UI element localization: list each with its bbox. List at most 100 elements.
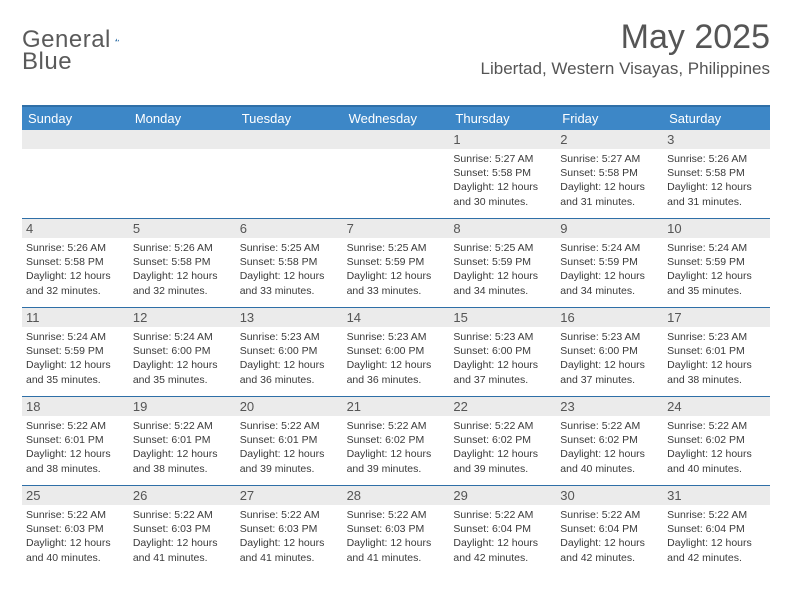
day-number: 9 <box>556 219 663 238</box>
daylight-line: Daylight: 12 hours and 33 minutes. <box>240 269 339 297</box>
sunrise-line: Sunrise: 5:22 AM <box>453 508 552 522</box>
sunset-line: Sunset: 5:59 PM <box>26 344 125 358</box>
sunrise-line: Sunrise: 5:22 AM <box>667 419 766 433</box>
sunset-line: Sunset: 6:02 PM <box>560 433 659 447</box>
day-cell: 11 Sunrise: 5:24 AMSunset: 5:59 PMDayligh… <box>22 308 129 396</box>
sunrise-line: Sunrise: 5:22 AM <box>560 508 659 522</box>
day-number: 6 <box>236 219 343 238</box>
day-cell: 26Sunrise: 5:22 AMSunset: 6:03 PMDayligh… <box>129 486 236 575</box>
sunset-line: Sunset: 5:58 PM <box>667 166 766 180</box>
day-info: Sunrise: 5:23 AMSunset: 6:00 PMDaylight:… <box>560 330 659 387</box>
empty-cell <box>129 130 236 218</box>
day-number <box>129 130 236 149</box>
day-number: 28 <box>343 486 450 505</box>
day-number: 13 <box>236 308 343 327</box>
dow-tuesday: Tuesday <box>236 107 343 130</box>
sunrise-line: Sunrise: 5:24 AM <box>26 330 125 344</box>
sunset-line: Sunset: 6:02 PM <box>453 433 552 447</box>
daylight-line: Daylight: 12 hours and 32 minutes. <box>26 269 125 297</box>
day-number: 20 <box>236 397 343 416</box>
day-info: Sunrise: 5:23 AMSunset: 6:00 PMDaylight:… <box>453 330 552 387</box>
sunset-line: Sunset: 5:58 PM <box>453 166 552 180</box>
week-row: 18Sunrise: 5:22 AMSunset: 6:01 PMDayligh… <box>22 397 770 486</box>
day-number: 7 <box>343 219 450 238</box>
sunrise-line: Sunrise: 5:22 AM <box>667 508 766 522</box>
dow-wednesday: Wednesday <box>343 107 450 130</box>
daylight-line: Daylight: 12 hours and 34 minutes. <box>453 269 552 297</box>
sunrise-line: Sunrise: 5:27 AM <box>453 152 552 166</box>
day-info: Sunrise: 5:26 AMSunset: 5:58 PMDaylight:… <box>667 152 766 209</box>
sunrise-line: Sunrise: 5:24 AM <box>667 241 766 255</box>
day-info: Sunrise: 5:27 AMSunset: 5:58 PMDaylight:… <box>453 152 552 209</box>
daylight-line: Daylight: 12 hours and 41 minutes. <box>347 536 446 564</box>
sunset-line: Sunset: 6:00 PM <box>240 344 339 358</box>
day-info: Sunrise: 5:22 AMSunset: 6:02 PMDaylight:… <box>560 419 659 476</box>
title-block: May 2025 Libertad, Western Visayas, Phil… <box>481 18 770 79</box>
day-number: 18 <box>22 397 129 416</box>
daylight-line: Daylight: 12 hours and 41 minutes. <box>133 536 232 564</box>
day-number: 15 <box>449 308 556 327</box>
sunset-line: Sunset: 6:00 PM <box>453 344 552 358</box>
day-info: Sunrise: 5:22 AMSunset: 6:01 PMDaylight:… <box>240 419 339 476</box>
day-cell: 10Sunrise: 5:24 AMSunset: 5:59 PMDayligh… <box>663 219 770 307</box>
day-cell: 2Sunrise: 5:27 AMSunset: 5:58 PMDaylight… <box>556 130 663 218</box>
daylight-line: Daylight: 12 hours and 35 minutes. <box>133 358 232 386</box>
day-info: Sunrise: 5:23 AMSunset: 6:00 PMDaylight:… <box>347 330 446 387</box>
day-info: Sunrise: 5:24 AMSunset: 5:59 PMDaylight:… <box>667 241 766 298</box>
daylight-line: Daylight: 12 hours and 37 minutes. <box>453 358 552 386</box>
week-row: 25Sunrise: 5:22 AMSunset: 6:03 PMDayligh… <box>22 486 770 575</box>
sunrise-line: Sunrise: 5:24 AM <box>560 241 659 255</box>
month-title: May 2025 <box>481 18 770 57</box>
daylight-line: Daylight: 12 hours and 30 minutes. <box>453 180 552 208</box>
day-info: Sunrise: 5:25 AMSunset: 5:58 PMDaylight:… <box>240 241 339 298</box>
day-cell: 1 Sunrise: 5:27 AMSunset: 5:58 PMDaylight… <box>449 130 556 218</box>
sunrise-line: Sunrise: 5:22 AM <box>453 419 552 433</box>
sunrise-line: Sunrise: 5:23 AM <box>347 330 446 344</box>
sunset-line: Sunset: 5:58 PM <box>240 255 339 269</box>
sunset-line: Sunset: 6:02 PM <box>347 433 446 447</box>
week-row: 4Sunrise: 5:26 AMSunset: 5:58 PMDaylight… <box>22 219 770 308</box>
daylight-line: Daylight: 12 hours and 40 minutes. <box>26 536 125 564</box>
sunset-line: Sunset: 6:03 PM <box>133 522 232 536</box>
day-info: Sunrise: 5:23 AMSunset: 6:01 PMDaylight:… <box>667 330 766 387</box>
day-cell: 7Sunrise: 5:25 AMSunset: 5:59 PMDaylight… <box>343 219 450 307</box>
day-info: Sunrise: 5:24 AMSunset: 5:59 PMDaylight:… <box>560 241 659 298</box>
daylight-line: Daylight: 12 hours and 31 minutes. <box>667 180 766 208</box>
daylight-line: Daylight: 12 hours and 31 minutes. <box>560 180 659 208</box>
day-cell: 9 Sunrise: 5:24 AMSunset: 5:59 PMDaylight… <box>556 219 663 307</box>
daylight-line: Daylight: 12 hours and 38 minutes. <box>26 447 125 475</box>
sunset-line: Sunset: 5:58 PM <box>560 166 659 180</box>
sunset-line: Sunset: 5:59 PM <box>347 255 446 269</box>
daylight-line: Daylight: 12 hours and 42 minutes. <box>667 536 766 564</box>
sunset-line: Sunset: 6:02 PM <box>667 433 766 447</box>
sunrise-line: Sunrise: 5:22 AM <box>240 419 339 433</box>
day-info: Sunrise: 5:22 AMSunset: 6:04 PMDaylight:… <box>560 508 659 565</box>
day-cell: 18Sunrise: 5:22 AMSunset: 6:01 PMDayligh… <box>22 397 129 485</box>
day-cell: 15 Sunrise: 5:23 AMSunset: 6:00 PMDayligh… <box>449 308 556 396</box>
sunrise-line: Sunrise: 5:22 AM <box>133 508 232 522</box>
day-info: Sunrise: 5:26 AMSunset: 5:58 PMDaylight:… <box>133 241 232 298</box>
day-cell: 6 Sunrise: 5:25 AMSunset: 5:58 PMDaylight… <box>236 219 343 307</box>
day-number: 30 <box>556 486 663 505</box>
daylight-line: Daylight: 12 hours and 33 minutes. <box>347 269 446 297</box>
day-number: 1 <box>449 130 556 149</box>
dow-monday: Monday <box>129 107 236 130</box>
empty-cell <box>236 130 343 218</box>
day-number: 11 <box>22 308 129 327</box>
daylight-line: Daylight: 12 hours and 35 minutes. <box>667 269 766 297</box>
day-info: Sunrise: 5:23 AMSunset: 6:00 PMDaylight:… <box>240 330 339 387</box>
day-cell: 23 Sunrise: 5:22 AMSunset: 6:02 PMDayligh… <box>556 397 663 485</box>
day-info: Sunrise: 5:22 AMSunset: 6:04 PMDaylight:… <box>453 508 552 565</box>
dow-sunday: Sunday <box>22 107 129 130</box>
sunrise-line: Sunrise: 5:23 AM <box>453 330 552 344</box>
weeks-container: 1Sunrise: 5:27 AMSunset: 5:58 PMDaylight… <box>22 130 770 575</box>
sunset-line: Sunset: 6:03 PM <box>347 522 446 536</box>
day-info: Sunrise: 5:22 AMSunset: 6:02 PMDaylight:… <box>453 419 552 476</box>
day-info: Sunrise: 5:22 AMSunset: 6:01 PMDaylight:… <box>133 419 232 476</box>
day-info: Sunrise: 5:25 AMSunset: 5:59 PMDaylight:… <box>453 241 552 298</box>
day-cell: 16Sunrise: 5:23 AMSunset: 6:00 PMDayligh… <box>556 308 663 396</box>
dow-thursday: Thursday <box>449 107 556 130</box>
sunset-line: Sunset: 5:59 PM <box>667 255 766 269</box>
daylight-line: Daylight: 12 hours and 35 minutes. <box>26 358 125 386</box>
day-number: 23 <box>556 397 663 416</box>
